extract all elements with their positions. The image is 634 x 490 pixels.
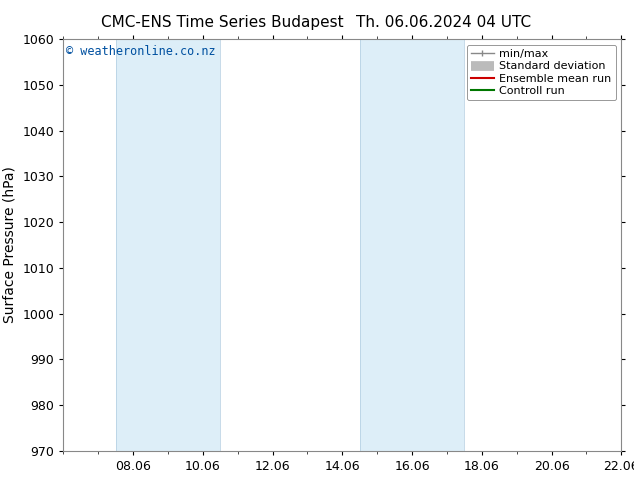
Bar	[359, 39, 464, 451]
Text: CMC-ENS Time Series Budapest: CMC-ENS Time Series Budapest	[101, 15, 343, 30]
Text: © weatheronline.co.nz: © weatheronline.co.nz	[66, 46, 216, 58]
Legend: min/max, Standard deviation, Ensemble mean run, Controll run: min/max, Standard deviation, Ensemble me…	[467, 45, 616, 100]
Text: Th. 06.06.2024 04 UTC: Th. 06.06.2024 04 UTC	[356, 15, 531, 30]
Y-axis label: Surface Pressure (hPa): Surface Pressure (hPa)	[3, 167, 17, 323]
Bar	[115, 39, 221, 451]
